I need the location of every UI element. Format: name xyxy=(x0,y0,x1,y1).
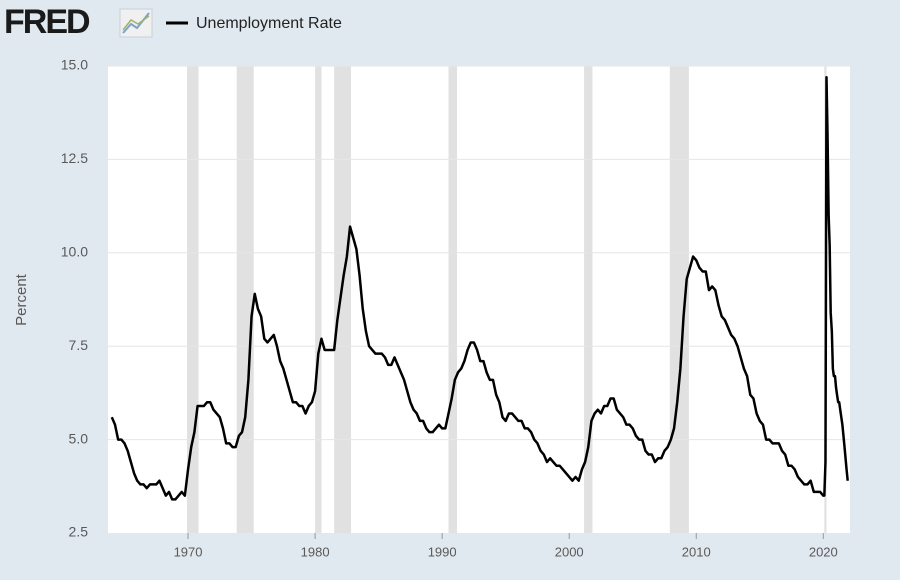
y-tick-label: 2.5 xyxy=(69,524,89,540)
y-tick-label: 10.0 xyxy=(61,244,88,260)
x-tick-label: 1970 xyxy=(174,544,203,559)
x-tick-label: 2000 xyxy=(555,544,584,559)
legend-label: Unemployment Rate xyxy=(196,15,342,32)
logo: FRED xyxy=(4,3,90,41)
y-tick-label: 12.5 xyxy=(61,150,88,166)
y-axis-label: Percent xyxy=(13,273,30,326)
x-tick-label: 2010 xyxy=(682,544,711,559)
series-line xyxy=(110,75,849,501)
x-tick-label: 1990 xyxy=(428,544,457,559)
recession-band xyxy=(334,66,352,533)
y-tick-label: 7.5 xyxy=(69,337,89,353)
x-tick-label: 1980 xyxy=(301,544,330,559)
recession-band xyxy=(448,66,458,533)
y-tick-label: 15.0 xyxy=(61,57,88,73)
x-tick-label: 2020 xyxy=(809,544,838,559)
recession-band xyxy=(236,66,254,533)
plot-area xyxy=(108,66,850,533)
recession-band xyxy=(584,66,593,533)
logo-icon xyxy=(119,8,153,38)
recession-band xyxy=(315,66,322,533)
y-tick-label: 5.0 xyxy=(69,430,89,446)
recession-band xyxy=(187,66,199,533)
